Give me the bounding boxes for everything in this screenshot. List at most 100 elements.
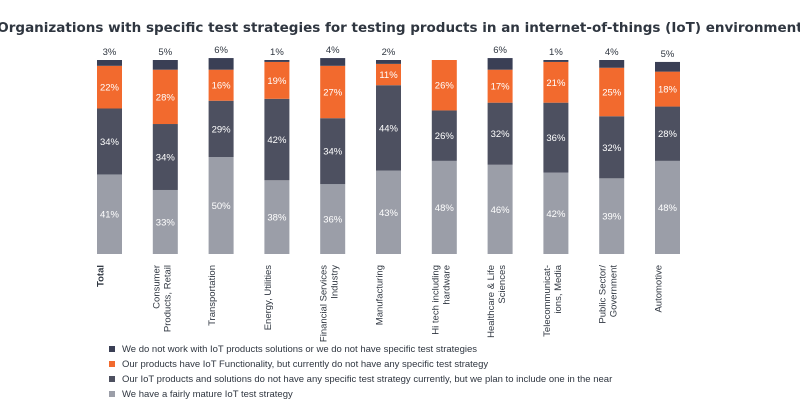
bar-segment [543, 102, 569, 173]
data-label: 34% [323, 147, 343, 158]
data-label: 43% [379, 208, 399, 219]
bar-segment [376, 85, 401, 171]
category-label: Hi tech includinghardware [430, 265, 452, 335]
bar-segment [487, 102, 513, 165]
legend-swatch [109, 391, 115, 397]
bar-segment [655, 106, 680, 161]
data-label: 27% [323, 88, 343, 99]
category-label: Telecommunicat-ions, Media [542, 264, 564, 337]
data-label: 36% [323, 215, 343, 226]
category-label: Total [96, 265, 107, 287]
data-label: 44% [379, 123, 399, 134]
category-label: Manufacturing [375, 265, 386, 325]
data-label: 39% [602, 212, 622, 223]
legend-swatch [109, 361, 115, 367]
category-labels: Total ConsumerProducts, Retail Transportat… [96, 264, 665, 342]
category-label: Healthcare & LifeSciences [486, 265, 508, 338]
bar-segment [208, 157, 234, 254]
data-label: 50% [212, 201, 232, 212]
bar-segment [208, 69, 234, 101]
data-label: 42% [267, 135, 287, 146]
data-label: 32% [491, 129, 511, 140]
data-label: 5% [661, 49, 675, 60]
category-label: Financial ServicesIndustry [319, 265, 341, 342]
legend-entry: We do not work with IoT products solutio… [122, 344, 477, 355]
bar-segment [152, 124, 178, 190]
bar-segment [264, 61, 290, 99]
data-label: 32% [602, 143, 622, 154]
data-label: 22% [100, 83, 120, 94]
bar-segment [543, 61, 569, 103]
data-label: 33% [156, 217, 176, 228]
bar-segment [431, 60, 457, 111]
data-label: 5% [158, 47, 172, 58]
bar-segment [487, 69, 513, 103]
data-label: 3% [103, 47, 117, 58]
bar-segment [152, 60, 178, 70]
bar-segment [431, 110, 457, 161]
data-label: 1% [549, 47, 563, 58]
bar-segment [655, 160, 680, 254]
bar-segment [152, 69, 178, 125]
data-label: 48% [658, 203, 678, 214]
data-label: 25% [602, 88, 622, 99]
bar-segment [599, 116, 625, 179]
data-label: 6% [493, 45, 507, 56]
bar-segment [543, 172, 569, 254]
bar-segment [599, 178, 625, 254]
data-label: 1% [270, 47, 284, 58]
bar-segment [320, 65, 346, 119]
data-label: 36% [546, 133, 566, 144]
bar-segment [487, 164, 513, 254]
bar-segment [376, 60, 401, 64]
bar-segment [264, 60, 290, 62]
legend-entry: We have a fairly mature IoT test strateg… [122, 389, 293, 400]
bar-segment [487, 58, 513, 70]
data-label: 41% [100, 210, 120, 221]
data-label: 28% [658, 129, 678, 140]
bar-segment [97, 60, 122, 66]
bar-segment [320, 184, 346, 254]
bar-segment [264, 98, 290, 181]
category-label: Transportation [207, 265, 218, 326]
data-label: 34% [156, 153, 176, 164]
data-label: 28% [156, 92, 176, 103]
category-label: Automotive [654, 265, 665, 313]
data-label: 26% [435, 131, 455, 142]
category-label: Energy, Utilities [263, 265, 274, 331]
legend-entry: Our IoT products and solutions do not ha… [122, 374, 612, 385]
bar-segment [376, 63, 401, 86]
legend: We do not work with IoT products solutio… [109, 344, 612, 400]
bar-segment [97, 174, 122, 254]
legend-entry: Our products have IoT Functionality, but… [122, 359, 488, 370]
data-label: 16% [212, 81, 232, 92]
category-label: ConsumerProducts, Retail [151, 265, 173, 332]
data-label: 17% [491, 82, 511, 93]
data-label: 34% [100, 137, 120, 148]
legend-swatch [109, 376, 115, 382]
bar-segment [320, 58, 346, 66]
bar-segment [208, 58, 234, 70]
data-label: 48% [435, 203, 455, 214]
legend-swatch [109, 346, 115, 352]
bar-segment [152, 189, 178, 254]
data-label: 18% [658, 85, 678, 96]
bar-segment [543, 60, 569, 62]
bar-segment [97, 65, 122, 109]
data-label: 2% [382, 47, 396, 58]
bar-segment [97, 108, 122, 175]
data-label: 19% [267, 76, 287, 87]
bars: 41% 34% 22% 3% 33% 34% 28% 5% 50% 29% 16% 6% 38% 42% 1… [97, 45, 680, 254]
bar-segment [599, 67, 625, 117]
data-label: 26% [435, 81, 455, 92]
bar-segment [431, 160, 457, 254]
data-label: 21% [546, 78, 566, 89]
bar-segment [320, 118, 346, 185]
bar-segment [599, 60, 625, 68]
data-label: 38% [267, 213, 287, 224]
data-label: 42% [546, 209, 566, 220]
bar-segment [208, 100, 234, 157]
data-label: 11% [379, 70, 398, 81]
data-label: 4% [326, 45, 340, 56]
